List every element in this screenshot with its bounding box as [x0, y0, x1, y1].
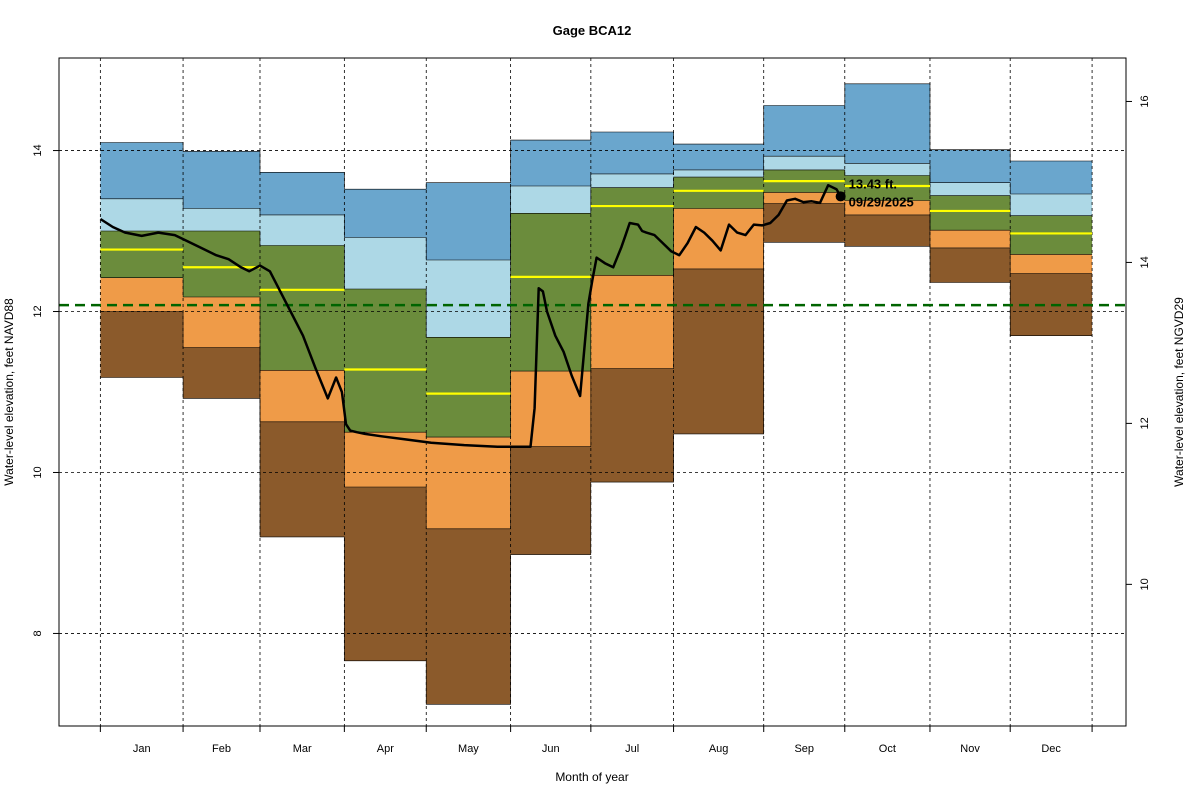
right-axis-tick-label: 14 [1139, 256, 1151, 268]
month-label-jan: Jan [133, 743, 151, 755]
chart-title: Gage BCA12 [553, 23, 632, 38]
month-label-jul: Jul [625, 743, 639, 755]
left-y-axis-label: Water-level elevation, feet NAVD88 [2, 298, 16, 486]
observed-water-level-line [99, 183, 842, 448]
month-label-apr: Apr [377, 743, 394, 755]
x-axis-label: Month of year [555, 770, 628, 784]
right-axis-tick-label: 16 [1139, 95, 1151, 107]
month-label-may: May [458, 743, 479, 755]
month-label-mar: Mar [293, 743, 312, 755]
month-label-jun: Jun [542, 743, 560, 755]
right-axis-tick-label: 10 [1139, 578, 1151, 590]
band-low [100, 192, 1093, 529]
month-label-sep: Sep [794, 743, 814, 755]
current-level-date: 09/29/2025 [849, 194, 914, 209]
band-very-high [100, 83, 1093, 260]
month-label-dec: Dec [1041, 743, 1061, 755]
month-label-oct: Oct [879, 743, 896, 755]
right-axis-tick-label: 12 [1139, 417, 1151, 429]
plot-frame [58, 57, 1127, 727]
current-level-marker [835, 191, 846, 202]
month-label-feb: Feb [212, 743, 231, 755]
left-axis-tick-label: 8 [32, 630, 44, 636]
left-axis-tick-label: 14 [32, 144, 44, 156]
left-axis-tick-label: 10 [32, 466, 44, 478]
current-level-value: 13.43 ft. [849, 176, 897, 191]
month-label-nov: Nov [960, 743, 980, 755]
band-very-low [100, 203, 1093, 705]
right-y-axis-label: Water-level elevation, feet NGVD29 [1172, 297, 1186, 487]
left-axis-tick-label: 12 [32, 305, 44, 317]
month-label-aug: Aug [709, 743, 729, 755]
